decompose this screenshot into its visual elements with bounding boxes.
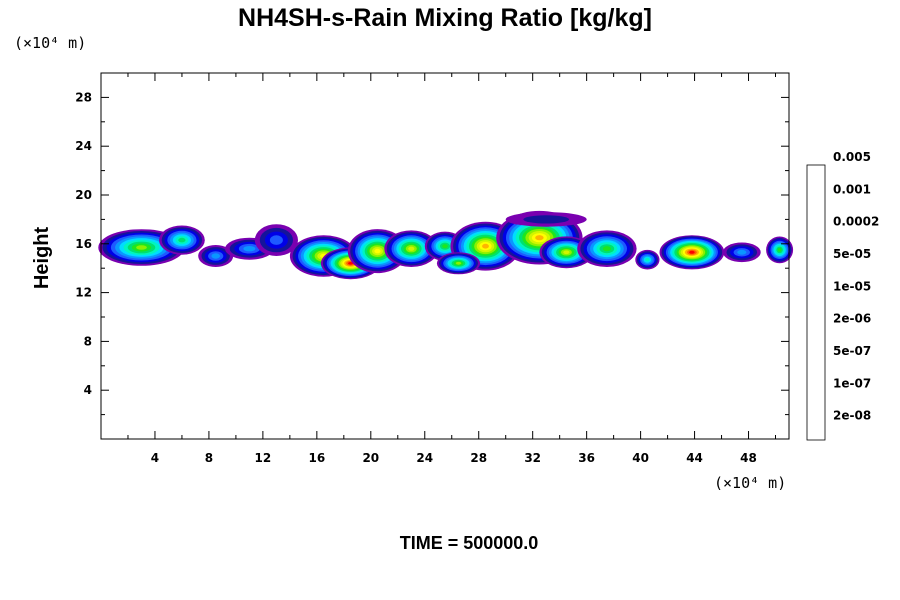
field-contour-16-4 — [737, 249, 747, 255]
chart-title: NH4SH-s-Rain Mixing Ratio [kg/kg] — [238, 4, 652, 32]
y-unit-label: (×10⁴ m) — [14, 34, 86, 52]
y-tick-label: 4 — [84, 383, 92, 397]
field-contour-8-10 — [408, 246, 415, 251]
colorbar-label: 5e-05 — [833, 247, 871, 261]
x-unit-label: (×10⁴ m) — [714, 474, 786, 492]
x-tick-label: 4 — [151, 451, 159, 465]
y-tick-label: 24 — [75, 139, 92, 153]
x-tick-label: 44 — [686, 451, 703, 465]
y-tick-label: 8 — [84, 334, 92, 348]
field-contour-4-3 — [269, 235, 283, 245]
field-contour-0-9 — [136, 245, 147, 250]
field-contour-14-6 — [645, 258, 650, 262]
field-contour-3-4 — [243, 246, 256, 252]
colorbar-label: 0.001 — [833, 182, 871, 196]
field-contour-12-10 — [563, 250, 570, 255]
x-tick-label: 28 — [470, 451, 487, 465]
y-tick-label: 16 — [75, 237, 92, 251]
mixing-ratio-field — [98, 210, 794, 280]
field-contour-11-12 — [535, 235, 544, 241]
colorbar-frame — [806, 164, 826, 441]
field-contour-10-12 — [482, 243, 489, 249]
y-axis-label: Height — [31, 227, 53, 290]
colorbar-label: 1e-07 — [833, 376, 871, 390]
x-tick-label: 16 — [308, 451, 325, 465]
y-tick-label: 20 — [75, 188, 92, 202]
field-contour-18-1 — [523, 215, 570, 224]
field-contour-2-4 — [211, 253, 220, 259]
x-tick-label: 20 — [362, 451, 379, 465]
colorbar-label: 1e-05 — [833, 279, 871, 293]
colorbar-label: 2e-08 — [833, 409, 871, 423]
x-tick-label: 48 — [740, 451, 757, 465]
field-contour-19-9 — [455, 261, 462, 265]
field-contour-17-8 — [777, 248, 782, 252]
colorbar-label: 5e-07 — [833, 344, 871, 358]
field-contour-6-14 — [348, 262, 354, 265]
field-contour-15-14 — [689, 250, 695, 254]
x-tick-label: 8 — [205, 451, 213, 465]
plot-frame — [100, 72, 790, 440]
colorbar: 2e-08 1e-07 5e-07 2e-06 1e-05 5e-05 0.0002 0.00… — [806, 150, 879, 441]
x-tick-label: 32 — [524, 451, 541, 465]
field-contour-13-8 — [602, 246, 612, 252]
x-tick-label: 12 — [255, 451, 272, 465]
x-tick-label: 24 — [416, 451, 433, 465]
y-tick-label: 28 — [75, 90, 92, 104]
colorbar-label: 0.005 — [833, 150, 871, 164]
x-tick-label: 36 — [578, 451, 595, 465]
x-tick-label: 40 — [632, 451, 649, 465]
field-contour-9-8 — [442, 244, 448, 249]
field-contour-1-7 — [178, 237, 186, 243]
colorbar-label: 0.0002 — [833, 215, 879, 229]
colorbar-label: 2e-06 — [833, 312, 871, 326]
field-contour-7-11 — [374, 248, 381, 254]
time-label: TIME = 500000.0 — [400, 533, 539, 553]
y-tick-label: 12 — [75, 286, 92, 300]
